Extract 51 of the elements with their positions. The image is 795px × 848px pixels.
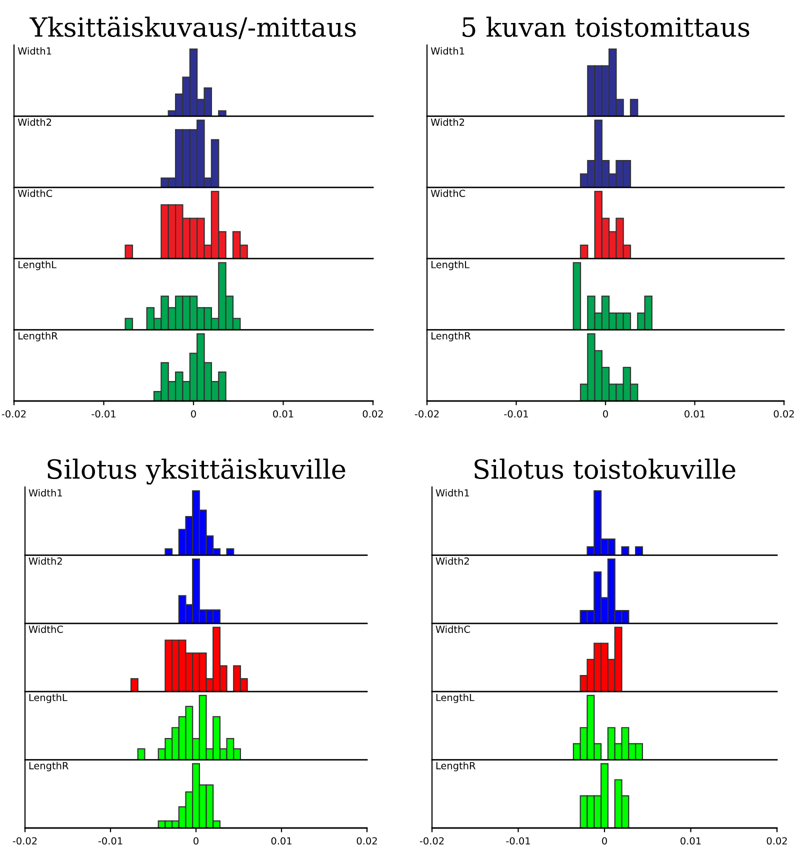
x-tick-label: 0 bbox=[603, 410, 608, 418]
annotation: WidthC bbox=[28, 625, 63, 633]
x-tick-label: 0.02 bbox=[356, 837, 377, 845]
x-tick-label: -0.02 bbox=[414, 410, 439, 418]
bar bbox=[226, 548, 234, 556]
x-tick-label: 0.01 bbox=[271, 837, 292, 845]
annotation: WidthC bbox=[430, 190, 466, 198]
x-tick-label: 0.02 bbox=[362, 410, 383, 418]
annotation: Width1 bbox=[430, 47, 464, 55]
x-tick-label: 0.02 bbox=[774, 410, 794, 418]
annotation: WidthC bbox=[436, 625, 470, 633]
x-tick-label: 0 bbox=[602, 837, 607, 845]
annotation: LengthL bbox=[432, 260, 470, 270]
x-tick-label: -0.01 bbox=[506, 837, 530, 845]
x-tick-label: 0 bbox=[194, 837, 198, 845]
x-tick-label: 0.02 bbox=[766, 837, 787, 845]
bar bbox=[124, 244, 134, 259]
bar bbox=[580, 244, 588, 259]
annotation: Width1 bbox=[436, 489, 469, 497]
bar bbox=[130, 678, 138, 692]
x-tick-label: -0.02 bbox=[2, 410, 26, 418]
annotation: LengthL bbox=[18, 260, 56, 270]
x-tick-label: -0.01 bbox=[98, 837, 122, 845]
x-tick-label: -0.01 bbox=[92, 410, 116, 418]
annotation: LengthR bbox=[29, 762, 68, 772]
bar bbox=[124, 318, 134, 330]
annotation: LengthR bbox=[436, 762, 476, 772]
x-tick-label: 0.01 bbox=[273, 410, 294, 418]
annotation: Width2 bbox=[18, 118, 52, 126]
x-tick-label: -0.02 bbox=[420, 837, 444, 845]
annotation: LengthL bbox=[29, 694, 68, 704]
chart-title: Silotus toistokuville bbox=[474, 458, 736, 480]
x-tick-label: 0.01 bbox=[684, 410, 705, 418]
x-tick-label: -0.01 bbox=[504, 410, 528, 418]
bar bbox=[164, 548, 173, 556]
chart-title: 5 kuvan toistomittaus bbox=[462, 16, 750, 38]
bar bbox=[137, 748, 146, 760]
chart-title: Silotus yksittäiskuville bbox=[48, 458, 346, 485]
annotation: LengthR bbox=[432, 332, 471, 342]
x-tick-label: -0.02 bbox=[12, 837, 37, 845]
chart-title: Yksittäiskuvaus/-mittaus bbox=[30, 16, 356, 40]
annotation: Width1 bbox=[28, 489, 62, 497]
annotation: Width2 bbox=[436, 557, 469, 565]
annotation: Width2 bbox=[28, 557, 62, 565]
x-tick-label: 0.01 bbox=[680, 837, 701, 845]
annotation: LengthL bbox=[436, 694, 474, 704]
annotation: LengthR bbox=[18, 332, 58, 342]
annotation: Width1 bbox=[18, 47, 52, 55]
x-tick-label: 0 bbox=[191, 410, 196, 418]
annotation: WidthC bbox=[18, 190, 52, 198]
annotation: Width2 bbox=[430, 118, 464, 126]
